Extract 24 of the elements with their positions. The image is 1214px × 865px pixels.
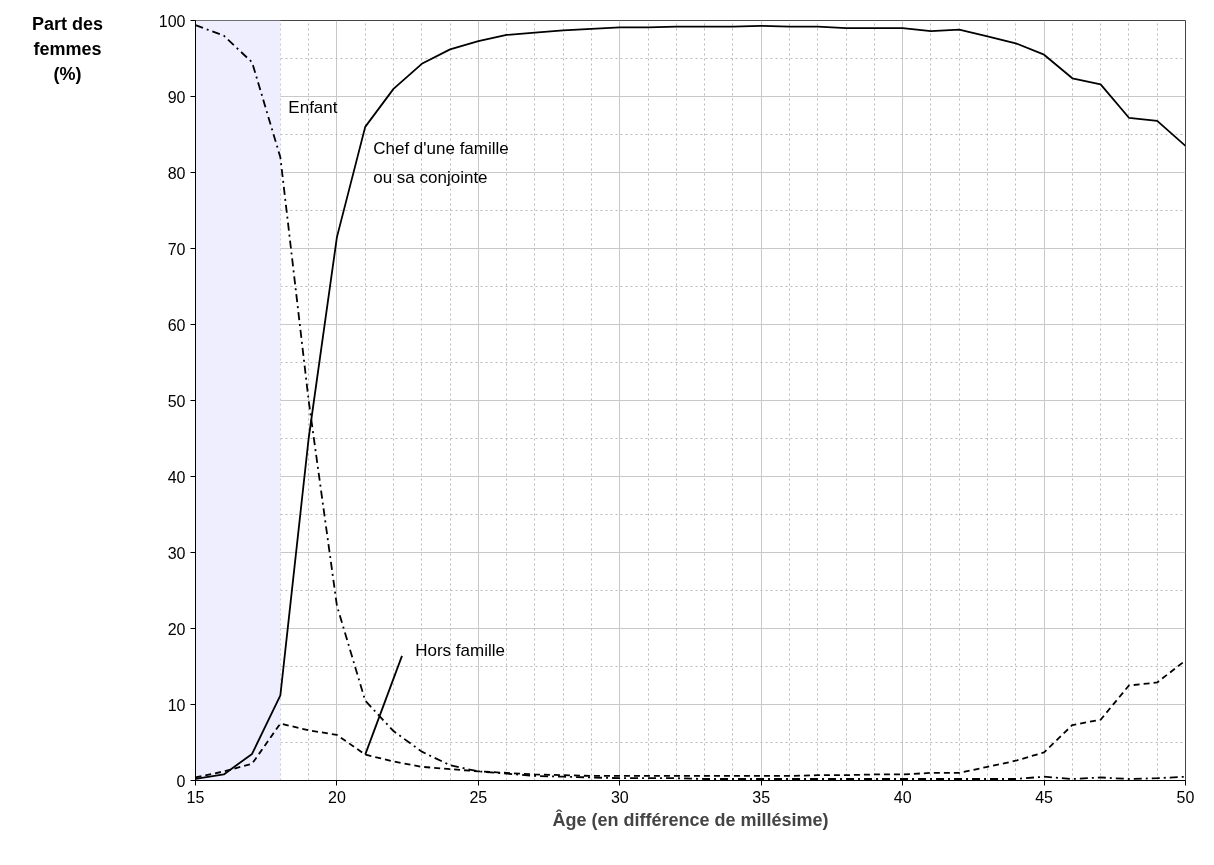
y-tick-label: 70 — [167, 240, 186, 258]
y-tick-label: 30 — [167, 544, 186, 562]
x-axis-title: Âge (en différence de millésime) — [552, 808, 829, 830]
x-tick-label: 40 — [893, 788, 912, 806]
x-tick-label: 15 — [186, 788, 205, 806]
series-label: Enfant — [288, 98, 338, 118]
y-axis-title: Part des femmes (%) — [30, 13, 104, 87]
x-tick-label: 30 — [610, 788, 629, 806]
x-tick-label: 35 — [752, 788, 771, 806]
x-tick-label: 25 — [469, 788, 488, 806]
y-tick-label: 10 — [167, 696, 186, 714]
y-tick-label: 40 — [167, 468, 186, 486]
text: Hors famille — [415, 640, 505, 660]
y-tick-label: 60 — [167, 316, 186, 334]
y-tick-label: 0 — [176, 772, 186, 790]
y-tick-label: 80 — [167, 164, 186, 182]
x-tick-label: 20 — [328, 788, 346, 806]
y-tick-label: 100 — [158, 12, 186, 30]
series-label: Chef d'une famille ou sa conjointe — [373, 139, 509, 187]
x-tick-label: 50 — [1176, 788, 1195, 806]
x-tick-label: 45 — [1035, 788, 1054, 806]
y-tick-label: 20 — [167, 620, 186, 638]
y-tick-label: 90 — [167, 88, 186, 106]
y-tick-label: 50 — [167, 392, 186, 410]
